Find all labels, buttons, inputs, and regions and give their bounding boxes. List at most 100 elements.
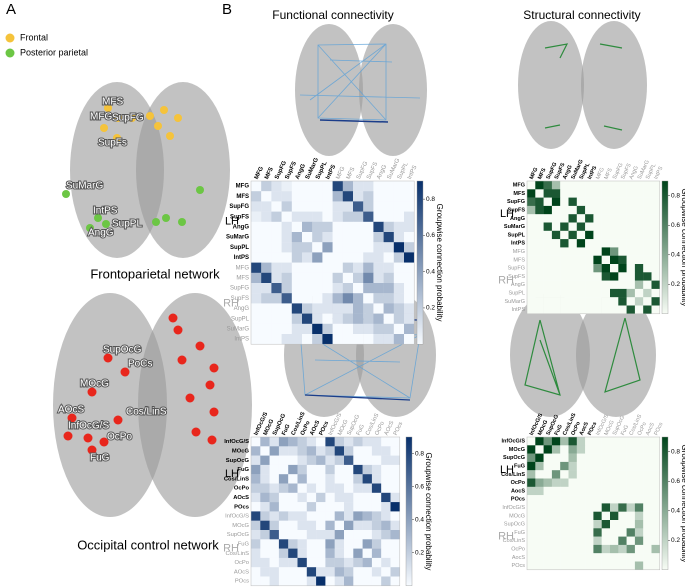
heatmap-cell <box>601 511 611 521</box>
heatmap-cell <box>527 561 536 570</box>
heatmap-cell <box>634 486 644 496</box>
heatmap-cell <box>535 247 544 256</box>
heatmap-cell <box>560 437 569 446</box>
heatmap-cell <box>269 576 280 586</box>
heatmap-cell <box>404 252 415 263</box>
heatmap-cell <box>618 214 627 223</box>
heatmap-cell <box>601 247 611 256</box>
col-label: OcPo <box>374 421 386 437</box>
heatmap-cell <box>576 247 586 256</box>
heatmap-cell <box>634 445 644 454</box>
col-label: FuG <box>620 424 630 436</box>
heatmap-cell <box>601 520 611 529</box>
col-label: MFS <box>264 166 275 180</box>
heatmap-cell <box>618 520 627 529</box>
heatmap-cell <box>261 334 272 345</box>
heatmap-cell <box>371 520 382 531</box>
heatmap-cell <box>390 539 400 549</box>
heatmap-cell <box>601 280 611 290</box>
heatmap-cell <box>651 503 660 512</box>
heatmap-cell <box>634 503 644 512</box>
heatmap-cell <box>527 230 536 240</box>
heatmap-cell <box>281 262 292 273</box>
heatmap-cell <box>260 464 270 475</box>
heatmap-cell <box>585 197 594 207</box>
heatmap-cell <box>342 211 354 222</box>
colorbar-tick-label: 0.2 <box>426 305 435 312</box>
heatmap-cell <box>373 323 384 335</box>
heatmap-cell <box>634 214 644 223</box>
heatmap-cell <box>535 503 544 512</box>
heatmap-cell <box>383 201 394 212</box>
heatmap-cell <box>381 511 391 521</box>
heatmap-cell <box>362 455 373 466</box>
heatmap-cell <box>316 539 326 549</box>
heatmap-cell <box>618 280 627 290</box>
heatmap-cell <box>404 293 415 304</box>
heatmap-cell <box>334 548 345 559</box>
heatmap-cell <box>585 528 594 537</box>
brain-structural-fp <box>518 21 647 149</box>
heatmap-cell <box>535 461 544 471</box>
heatmap-cell <box>593 189 602 198</box>
heatmap-cell <box>535 453 544 463</box>
heatmap-cell <box>269 502 280 512</box>
heatmap-cell <box>373 221 384 233</box>
heatmap-cell <box>404 272 415 284</box>
heatmap-cell <box>281 191 292 202</box>
heatmap-cell <box>568 255 577 265</box>
heatmap-cell <box>643 280 652 290</box>
heatmap-cell <box>312 221 323 233</box>
heatmap-cell <box>297 520 307 531</box>
heatmap-cell <box>634 255 644 265</box>
heatmap-cell <box>306 557 317 568</box>
heatmap-cell <box>593 536 602 546</box>
heatmap-cell <box>334 557 345 568</box>
row-label: SuMarG <box>227 326 250 332</box>
heatmap-cell <box>610 528 619 537</box>
heatmap-cell <box>251 334 262 345</box>
heatmap-cell <box>643 478 652 487</box>
heatmap-cell <box>651 272 660 281</box>
col-label: MFS <box>604 167 614 180</box>
heatmap-cell <box>288 530 298 540</box>
heatmap-cell <box>527 288 536 298</box>
heatmap-cell <box>568 453 577 463</box>
heatmap-cell <box>302 252 313 263</box>
heatmap-cell <box>325 530 335 540</box>
heatmap-cell <box>576 478 586 487</box>
heatmap-cell <box>261 262 272 273</box>
heatmap-cell <box>271 283 282 294</box>
heatmap-cell <box>316 446 326 456</box>
heatmap-cell <box>651 470 660 479</box>
heatmap-cell <box>543 461 553 471</box>
heatmap-cell <box>593 495 602 504</box>
heatmap-cell <box>585 470 594 479</box>
heatmap-cell <box>576 445 586 454</box>
heatmap-cell <box>601 478 611 487</box>
heatmap-cell <box>322 323 333 335</box>
heatmap-cell <box>302 262 313 273</box>
heatmap-cell <box>371 548 382 559</box>
colorbar-tick-label: 0.4 <box>415 516 424 523</box>
heatmap-cell <box>610 247 619 256</box>
heatmap-cell <box>527 222 536 231</box>
heatmap-cell <box>353 511 363 521</box>
heatmap-cell <box>297 474 307 484</box>
heatmap-cell <box>393 201 405 212</box>
heatmap-cell <box>593 247 602 256</box>
heatmap-cell <box>362 567 373 577</box>
colorbar-tick-label: 0.6 <box>426 232 435 239</box>
heatmap-cell <box>251 474 261 484</box>
heatmap-cell <box>332 201 343 212</box>
heatmap-cell <box>543 181 553 190</box>
heatmap-cell <box>618 297 627 306</box>
heatmap-cell <box>634 561 644 570</box>
heatmap-cell <box>291 262 303 273</box>
heatmap-cell <box>560 288 569 298</box>
heatmap-cell <box>651 239 660 248</box>
heatmap-cell <box>297 455 307 466</box>
heatmap-cell <box>560 189 569 198</box>
row-label: InfOcG/S <box>225 514 249 520</box>
heatmap-cell <box>261 303 272 314</box>
